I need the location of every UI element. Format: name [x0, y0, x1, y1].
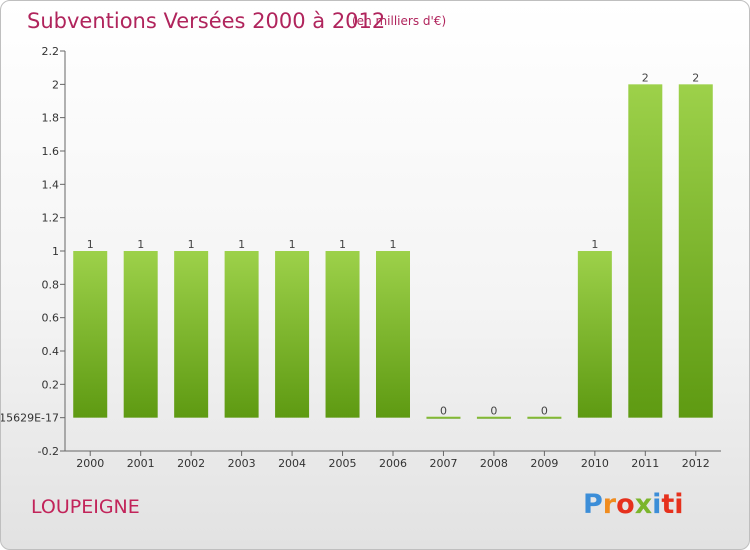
data-label: 1 — [591, 238, 598, 251]
x-tick-label: 2008 — [480, 457, 508, 470]
data-label: 0 — [541, 405, 548, 418]
x-tick-label: 2002 — [177, 457, 205, 470]
y-tick-label: 1.6 — [42, 145, 60, 158]
bar-2005 — [325, 251, 360, 418]
y-tick-label: 1.2 — [42, 212, 60, 225]
bar-2001 — [123, 251, 158, 418]
x-tick-label: 2006 — [379, 457, 407, 470]
x-tick-label: 2009 — [530, 457, 558, 470]
x-tick-label: 2005 — [329, 457, 357, 470]
data-label: 0 — [490, 405, 497, 418]
y-tick-label: 0.4 — [42, 345, 60, 358]
data-label: 1 — [390, 238, 397, 251]
y-tick-label: 0.2 — [42, 378, 60, 391]
y-tick-label: 0.6 — [42, 312, 60, 325]
bar-2002 — [174, 251, 209, 418]
data-label: 0 — [440, 405, 447, 418]
y-tick-label: 0.8 — [42, 278, 60, 291]
data-label: 1 — [137, 238, 144, 251]
chart-title: Subventions Versées 2000 à 2012 — [27, 9, 386, 33]
bar-2007 — [426, 416, 461, 419]
chart-axes: -0.2 -15629E-17 0.2 0.4 0.6 0.8 1 1.2 1.4 1.6 1.8 2… — [1, 45, 721, 470]
data-label: 2 — [642, 71, 649, 84]
y-tick-label: 2 — [52, 78, 59, 91]
x-tick-label: 2000 — [76, 457, 104, 470]
bar-2003 — [224, 251, 259, 418]
commune-name: LOUPEIGNE — [31, 496, 140, 518]
bar-2006 — [376, 251, 410, 418]
x-tick-label: 2010 — [581, 457, 609, 470]
bar-2012 — [678, 84, 713, 418]
bar-2000 — [73, 251, 108, 418]
x-tick-label: 2007 — [429, 457, 457, 470]
data-label: 1 — [238, 238, 245, 251]
data-label: 1 — [87, 238, 94, 251]
bar-2010 — [577, 251, 612, 418]
proxiti-logo: Proxiti — [583, 489, 684, 520]
data-label: 1 — [289, 238, 296, 251]
y-tick-label: 1.8 — [42, 112, 60, 125]
y-tick-label: -0.2 — [38, 445, 59, 458]
y-tick-label: 1 — [52, 245, 59, 258]
chart-bars — [73, 84, 713, 419]
data-label: 1 — [188, 238, 195, 251]
bar-2004 — [275, 251, 310, 418]
bar-2009 — [527, 416, 562, 419]
y-tick-label: -15629E-17 — [1, 412, 59, 425]
x-tick-label: 2012 — [682, 457, 710, 470]
x-tick-label: 2004 — [278, 457, 306, 470]
x-tick-label: 2011 — [631, 457, 659, 470]
y-tick-label: 1.4 — [42, 178, 60, 191]
x-tick-label: 2001 — [127, 457, 155, 470]
chart-subtitle: (en milliers d'€) — [352, 14, 447, 28]
data-label: 2 — [692, 71, 699, 84]
bar-2011 — [628, 84, 663, 418]
data-label: 1 — [339, 238, 346, 251]
bar-2008 — [476, 416, 511, 419]
chart-labels: 1 1 1 1 1 1 1 0 0 0 1 2 2 — [87, 71, 700, 417]
x-tick-label: 2003 — [228, 457, 256, 470]
y-tick-label: 2.2 — [42, 45, 60, 58]
